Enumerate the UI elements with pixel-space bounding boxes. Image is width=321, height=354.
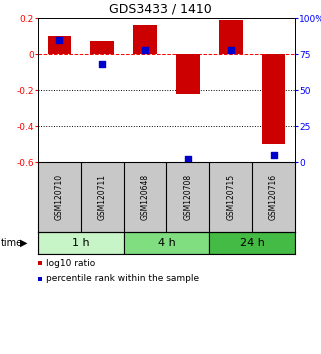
Bar — [262, 54, 285, 144]
Text: GSM120716: GSM120716 — [269, 174, 278, 220]
Text: GSM120648: GSM120648 — [141, 174, 150, 220]
Text: time: time — [1, 238, 23, 248]
Text: GDS3433 / 1410: GDS3433 / 1410 — [109, 2, 212, 15]
Point — [271, 152, 276, 158]
Text: 4 h: 4 h — [158, 238, 175, 248]
Text: GSM120708: GSM120708 — [183, 174, 192, 220]
Point — [143, 47, 148, 52]
Text: GSM120710: GSM120710 — [55, 174, 64, 220]
Bar — [133, 25, 157, 54]
Text: 24 h: 24 h — [240, 238, 265, 248]
Bar — [219, 20, 243, 54]
Bar — [209, 232, 295, 254]
Bar — [48, 36, 71, 54]
Bar — [124, 232, 209, 254]
Point — [228, 47, 233, 52]
Text: log10 ratio: log10 ratio — [46, 258, 95, 268]
Text: percentile rank within the sample: percentile rank within the sample — [46, 274, 199, 284]
Point — [100, 61, 105, 67]
Bar — [91, 41, 114, 54]
Text: 1 h: 1 h — [72, 238, 90, 248]
Point — [57, 37, 62, 42]
Text: ▶: ▶ — [20, 238, 28, 248]
Bar — [176, 54, 200, 93]
Bar — [38, 232, 124, 254]
Text: GSM120715: GSM120715 — [226, 174, 235, 220]
Point — [185, 156, 190, 162]
Text: GSM120711: GSM120711 — [98, 174, 107, 220]
